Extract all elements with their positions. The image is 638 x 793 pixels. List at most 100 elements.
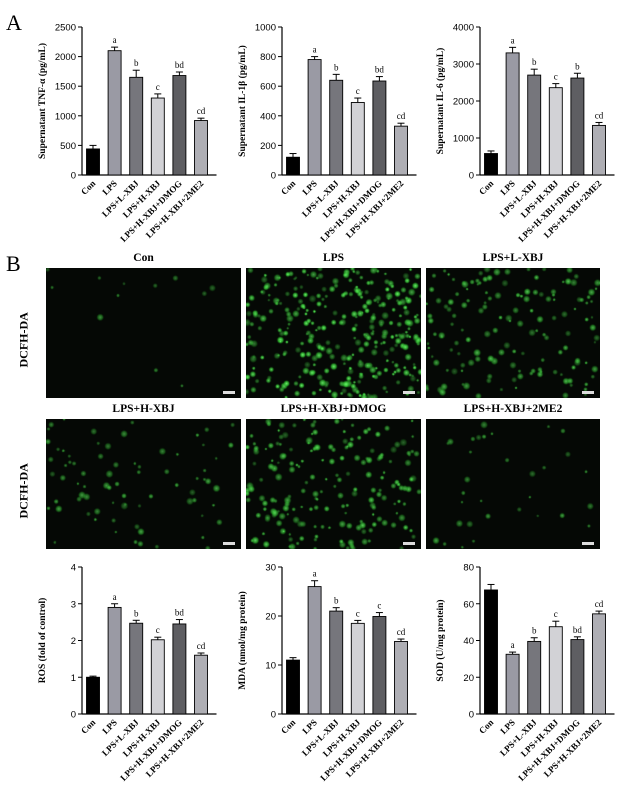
x-tick-label: Con bbox=[477, 717, 495, 735]
micrograph-image bbox=[426, 268, 600, 398]
bar bbox=[570, 77, 585, 176]
significance-label: c bbox=[554, 72, 558, 82]
significance-label: cd bbox=[595, 599, 604, 609]
micrograph-image bbox=[246, 268, 421, 398]
fluorescence-canvas bbox=[246, 419, 421, 549]
significance-label: cd bbox=[197, 641, 206, 651]
bar bbox=[548, 626, 563, 715]
bar bbox=[286, 659, 300, 715]
bar bbox=[329, 610, 344, 715]
significance-label: c bbox=[554, 609, 558, 619]
micrograph-title: LPS+L-XBJ bbox=[482, 252, 544, 264]
significance-label: c bbox=[156, 625, 160, 635]
bar bbox=[107, 606, 122, 715]
significance-label: b bbox=[532, 626, 537, 636]
scale-bar bbox=[223, 391, 235, 394]
significance-label: b bbox=[334, 596, 339, 606]
bar bbox=[129, 76, 144, 176]
bar bbox=[592, 613, 606, 715]
y-tick-label: 0 bbox=[71, 710, 76, 721]
bar bbox=[107, 50, 122, 176]
fluorescence-canvas bbox=[426, 419, 600, 549]
bar bbox=[505, 52, 520, 176]
significance-label: bd bbox=[175, 60, 185, 70]
bar bbox=[329, 79, 344, 176]
x-tick-label: Con bbox=[279, 717, 297, 735]
bar bbox=[172, 623, 187, 715]
y-axis-label: Supernatant IL-6 (pg/mL) bbox=[435, 48, 446, 155]
x-tick-label: LPS bbox=[498, 178, 517, 197]
row-label-dcfh-da: DCFH-DA bbox=[16, 312, 31, 368]
micrograph-image bbox=[46, 268, 241, 398]
y-tick-label: 20 bbox=[463, 673, 474, 684]
significance-label: a bbox=[511, 35, 515, 45]
significance-label: c bbox=[356, 86, 360, 96]
y-tick-label: 500 bbox=[60, 141, 76, 152]
fluorescence-canvas bbox=[46, 268, 241, 398]
significance-label: c bbox=[377, 601, 381, 611]
fluorescence-canvas bbox=[46, 419, 241, 549]
y-tick-label: 1 bbox=[71, 673, 76, 684]
significance-label: bd bbox=[375, 65, 385, 75]
fluorescence-canvas bbox=[426, 268, 600, 398]
x-tick-label: LPS bbox=[300, 717, 319, 736]
y-axis-label: Supernatant IL-1β (pg/mL) bbox=[237, 45, 248, 157]
y-tick-label: 20 bbox=[265, 612, 276, 623]
x-tick-label: LPS bbox=[100, 717, 119, 736]
bar bbox=[86, 676, 100, 715]
significance-label: cd bbox=[595, 110, 604, 120]
y-tick-label: 40 bbox=[463, 636, 474, 647]
x-tick-label: LPS bbox=[100, 178, 119, 197]
significance-label: bd bbox=[175, 608, 185, 618]
bar bbox=[194, 654, 208, 715]
bar bbox=[394, 125, 408, 176]
y-tick-label: 60 bbox=[463, 599, 474, 610]
y-tick-label: 10 bbox=[265, 661, 276, 672]
significance-label: a bbox=[113, 592, 117, 602]
x-tick-label: Con bbox=[79, 178, 97, 196]
bar bbox=[86, 148, 100, 176]
significance-label: b bbox=[532, 57, 537, 67]
micrograph-title: LPS+H-XBJ bbox=[112, 403, 175, 415]
bar bbox=[372, 80, 387, 176]
bar bbox=[548, 87, 563, 176]
bar bbox=[484, 153, 498, 176]
bar bbox=[372, 616, 387, 715]
y-tick-label: 4 bbox=[71, 563, 76, 574]
bar bbox=[350, 622, 365, 715]
micrograph-image bbox=[246, 419, 421, 549]
chart-3: 0 1000 2000 3000 4000 Supernatant IL-6 (pg/mL… bbox=[435, 23, 615, 244]
y-axis-label: ROS (fold of control) bbox=[37, 598, 48, 684]
bar bbox=[150, 97, 165, 176]
y-tick-label: 30 bbox=[265, 563, 276, 574]
y-tick-label: 1000 bbox=[55, 111, 76, 122]
y-axis-label: MDA (nmol/mg protein) bbox=[237, 591, 248, 690]
bar bbox=[350, 102, 365, 176]
y-tick-label: 2500 bbox=[55, 23, 76, 34]
x-tick-label: LPS bbox=[300, 178, 319, 197]
significance-label: a bbox=[313, 45, 317, 55]
significance-label: b bbox=[575, 61, 580, 71]
y-tick-label: 1500 bbox=[55, 82, 76, 93]
micrograph-title: LPS+H-XBJ+2ME2 bbox=[463, 403, 563, 415]
bar bbox=[307, 586, 322, 715]
micrograph-title: LPS+H-XBJ+DMOG bbox=[280, 403, 387, 415]
x-tick-label: Con bbox=[477, 178, 495, 196]
y-tick-label: 2000 bbox=[55, 52, 76, 63]
y-tick-label: 0 bbox=[469, 171, 474, 182]
significance-label: cd bbox=[397, 111, 406, 121]
chart-1: 0 500 1000 1500 2000 2500 Supernatant TNF-α (p… bbox=[37, 23, 217, 244]
micrograph-image bbox=[426, 419, 600, 549]
y-tick-label: 0 bbox=[469, 710, 474, 721]
micrograph-title: Con bbox=[133, 252, 154, 264]
y-tick-label: 200 bbox=[260, 141, 276, 152]
y-tick-label: 800 bbox=[260, 52, 276, 63]
x-tick-label: LPS bbox=[498, 717, 517, 736]
micrograph-image bbox=[46, 419, 241, 549]
panel-letter-a: A bbox=[6, 10, 22, 35]
scale-bar bbox=[582, 542, 594, 545]
y-tick-label: 0 bbox=[71, 171, 76, 182]
